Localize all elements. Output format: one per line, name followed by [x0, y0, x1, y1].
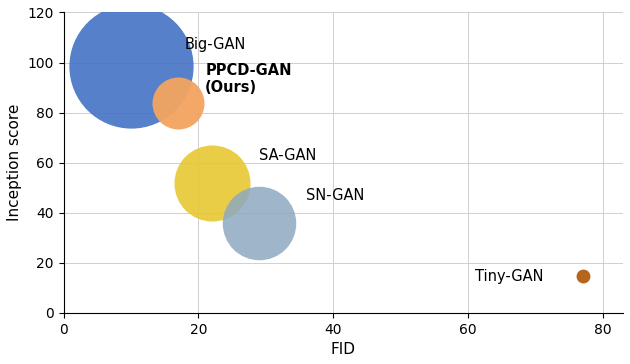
Point — [173, 100, 183, 106]
Text: Tiny-GAN: Tiny-GAN — [475, 269, 543, 284]
Text: PPCD-GAN
(Ours): PPCD-GAN (Ours) — [205, 63, 292, 95]
Point — [126, 63, 136, 68]
Text: Big-GAN: Big-GAN — [185, 37, 246, 52]
Point — [254, 220, 264, 226]
Y-axis label: Inception score: Inception score — [7, 104, 22, 221]
Point — [207, 180, 217, 186]
Point — [578, 274, 588, 280]
X-axis label: FID: FID — [331, 342, 356, 357]
Text: SN-GAN: SN-GAN — [306, 188, 365, 203]
Text: SA-GAN: SA-GAN — [259, 148, 316, 163]
